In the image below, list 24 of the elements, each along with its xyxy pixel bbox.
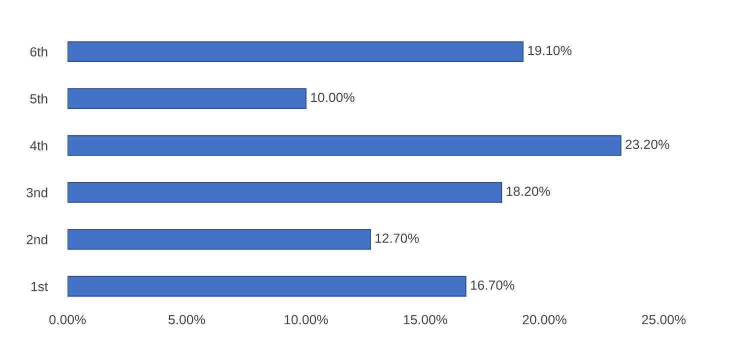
y-tick-label: 5th xyxy=(30,94,48,104)
data-label: 16.70% xyxy=(470,280,514,290)
x-tick-label: 15.00% xyxy=(404,314,448,324)
x-tick-label: 0.00% xyxy=(49,314,86,324)
x-tick-label: 25.00% xyxy=(642,314,686,324)
x-tick-label: 20.00% xyxy=(522,314,566,324)
data-label: 19.10% xyxy=(528,46,572,56)
data-label: 10.00% xyxy=(311,92,354,102)
data-label: 23.20% xyxy=(626,140,670,150)
bar xyxy=(68,276,466,297)
data-label: 18.20% xyxy=(506,186,550,196)
y-tick-label: 2nd xyxy=(26,234,48,244)
y-tick-label: 1st xyxy=(31,282,48,292)
bar xyxy=(68,228,371,250)
x-tick-label: 5.00% xyxy=(168,314,205,324)
x-tick-label: 10.00% xyxy=(284,314,328,324)
bar xyxy=(68,182,502,203)
bar xyxy=(68,88,307,109)
y-tick-label: 3nd xyxy=(26,188,48,198)
data-label: 12.70% xyxy=(376,234,419,243)
bar xyxy=(68,135,622,156)
y-tick-label: 6th xyxy=(30,46,48,57)
bar xyxy=(68,41,524,62)
y-tick-label: 4th xyxy=(30,140,48,150)
